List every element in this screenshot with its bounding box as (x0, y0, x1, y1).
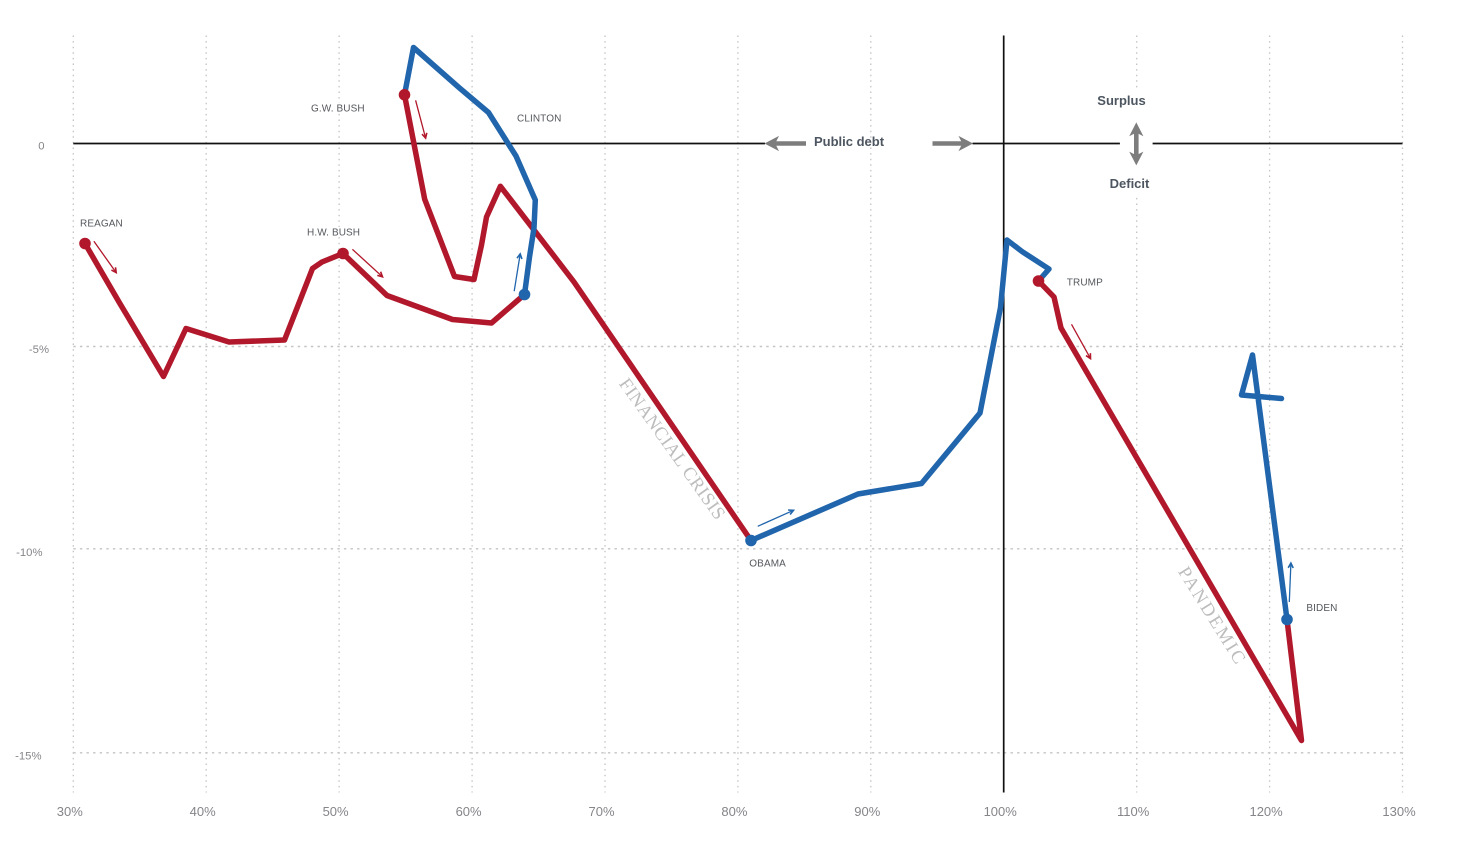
svg-text:50%: 50% (323, 804, 349, 819)
svg-text:Public debt: Public debt (814, 134, 885, 149)
svg-text:-10%: -10% (16, 547, 42, 559)
svg-text:CLINTON: CLINTON (517, 114, 561, 125)
svg-text:80%: 80% (721, 804, 747, 819)
svg-text:OBAMA: OBAMA (749, 559, 786, 570)
svg-text:30%: 30% (57, 804, 83, 819)
svg-text:70%: 70% (588, 804, 614, 819)
svg-text:TRUMP: TRUMP (1067, 278, 1103, 289)
svg-text:REAGAN: REAGAN (80, 219, 123, 230)
svg-text:90%: 90% (854, 804, 880, 819)
svg-text:110%: 110% (1117, 804, 1150, 819)
svg-text:130%: 130% (1382, 804, 1416, 819)
svg-text:BIDEN: BIDEN (1306, 603, 1337, 614)
svg-text:60%: 60% (456, 804, 482, 819)
svg-text:40%: 40% (190, 804, 216, 819)
svg-text:100%: 100% (984, 804, 1018, 819)
svg-text:0: 0 (38, 141, 44, 153)
svg-text:Surplus: Surplus (1097, 93, 1145, 108)
svg-text:120%: 120% (1249, 804, 1283, 819)
svg-text:Deficit: Deficit (1110, 176, 1150, 191)
svg-text:G.W. BUSH: G.W. BUSH (311, 104, 365, 115)
svg-text:H.W. BUSH: H.W. BUSH (307, 228, 360, 239)
svg-text:-15%: -15% (15, 750, 41, 762)
svg-text:-5%: -5% (29, 344, 49, 356)
